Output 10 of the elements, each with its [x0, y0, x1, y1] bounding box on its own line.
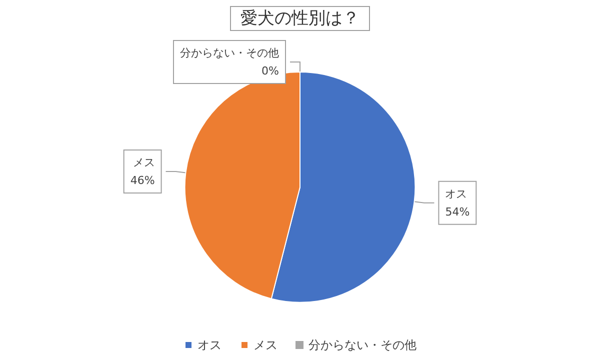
- slice-label: オス: [445, 187, 468, 200]
- legend-label: オス: [198, 338, 222, 352]
- legend-label: メス: [254, 338, 278, 352]
- chart-title: 愛犬の性別は？: [240, 8, 360, 28]
- data-label: 54%: [445, 205, 470, 218]
- text: 0%: [262, 64, 279, 78]
- legend-label: 分からない・その他: [308, 338, 416, 352]
- slice-label: メス: [132, 156, 155, 170]
- data-label: 46%: [130, 174, 155, 188]
- category-label: 分からない・その他: [180, 46, 279, 60]
